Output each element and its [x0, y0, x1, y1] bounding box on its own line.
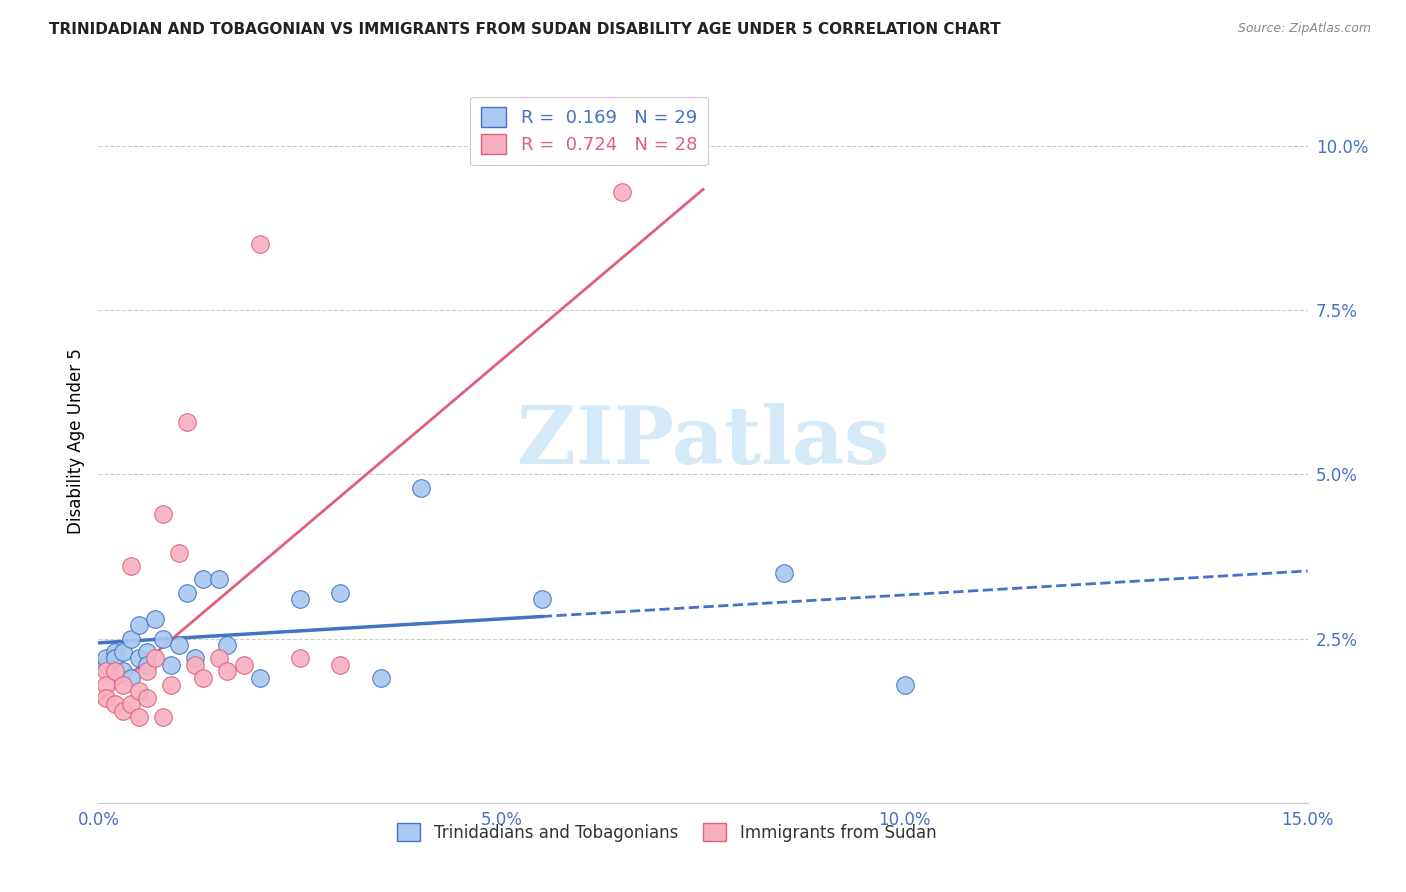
Point — [176, 415, 198, 429]
Point — [128, 618, 150, 632]
Point — [103, 645, 125, 659]
Point — [152, 507, 174, 521]
Point — [135, 645, 157, 659]
Point — [208, 651, 231, 665]
Point — [111, 665, 134, 679]
Y-axis label: Disability Age Under 5: Disability Age Under 5 — [66, 349, 84, 534]
Point — [135, 665, 157, 679]
Point — [612, 185, 634, 199]
Point — [249, 671, 271, 685]
Point — [96, 677, 118, 691]
Point — [184, 651, 207, 665]
Point — [96, 690, 118, 705]
Legend: Trinidadians and Tobagonians, Immigrants from Sudan: Trinidadians and Tobagonians, Immigrants… — [391, 817, 943, 848]
Point — [167, 638, 190, 652]
Text: TRINIDADIAN AND TOBAGONIAN VS IMMIGRANTS FROM SUDAN DISABILITY AGE UNDER 5 CORRE: TRINIDADIAN AND TOBAGONIAN VS IMMIGRANTS… — [49, 22, 1001, 37]
Point — [217, 638, 239, 652]
Point — [370, 671, 392, 685]
Point — [329, 657, 352, 672]
Point — [96, 665, 118, 679]
Point — [120, 559, 142, 574]
Point — [120, 632, 142, 646]
Point — [103, 698, 125, 712]
Point — [288, 651, 311, 665]
Point — [111, 645, 134, 659]
Point — [208, 573, 231, 587]
Point — [249, 237, 271, 252]
Point — [128, 651, 150, 665]
Point — [103, 651, 125, 665]
Point — [176, 585, 198, 599]
Point — [96, 657, 118, 672]
Point — [120, 698, 142, 712]
Point — [143, 651, 166, 665]
Point — [143, 612, 166, 626]
Text: ZIPatlas: ZIPatlas — [517, 402, 889, 481]
Point — [120, 671, 142, 685]
Point — [152, 710, 174, 724]
Point — [772, 566, 794, 580]
Point — [217, 665, 239, 679]
Point — [193, 573, 215, 587]
Point — [135, 657, 157, 672]
Point — [530, 592, 553, 607]
Point — [232, 657, 254, 672]
Point — [103, 665, 125, 679]
Point — [893, 677, 915, 691]
Point — [111, 704, 134, 718]
Point — [184, 657, 207, 672]
Point — [135, 690, 157, 705]
Point — [152, 632, 174, 646]
Text: Source: ZipAtlas.com: Source: ZipAtlas.com — [1237, 22, 1371, 36]
Point — [193, 671, 215, 685]
Point — [96, 651, 118, 665]
Point — [167, 546, 190, 560]
Point — [288, 592, 311, 607]
Point — [160, 657, 183, 672]
Point — [409, 481, 432, 495]
Point — [160, 677, 183, 691]
Point — [128, 710, 150, 724]
Point — [111, 677, 134, 691]
Point — [128, 684, 150, 698]
Point — [329, 585, 352, 599]
